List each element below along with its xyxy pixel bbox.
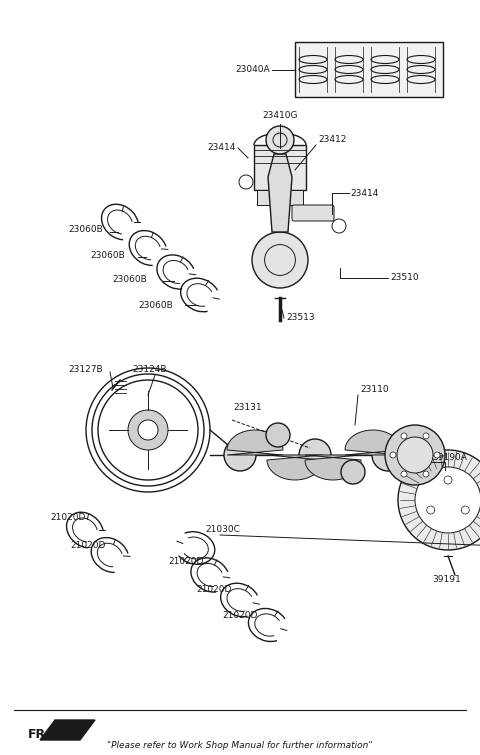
Polygon shape <box>40 720 95 740</box>
Text: 39191: 39191 <box>432 575 461 584</box>
Polygon shape <box>345 430 401 455</box>
Bar <box>295 42 443 97</box>
Text: 23040A: 23040A <box>235 66 270 75</box>
Circle shape <box>252 232 308 288</box>
Circle shape <box>427 506 435 514</box>
Text: 23414: 23414 <box>350 189 378 198</box>
Circle shape <box>272 171 288 187</box>
Text: 23410G: 23410G <box>262 110 298 119</box>
Polygon shape <box>267 455 323 480</box>
Text: 23110: 23110 <box>360 386 389 395</box>
Text: 23412: 23412 <box>318 135 347 144</box>
Circle shape <box>385 425 445 485</box>
Circle shape <box>461 506 469 514</box>
Circle shape <box>266 423 290 447</box>
Bar <box>254 145 306 190</box>
Polygon shape <box>268 154 292 232</box>
FancyBboxPatch shape <box>292 205 334 221</box>
Circle shape <box>401 433 407 439</box>
Circle shape <box>128 410 168 450</box>
Text: 21020D: 21020D <box>168 557 204 566</box>
Text: 23127B: 23127B <box>68 365 103 374</box>
Text: 21020D: 21020D <box>50 513 85 522</box>
Circle shape <box>341 460 365 484</box>
Circle shape <box>444 476 452 484</box>
Circle shape <box>299 439 331 471</box>
Text: 23060B: 23060B <box>68 226 103 235</box>
Polygon shape <box>227 430 283 455</box>
Bar <box>257 190 303 205</box>
Circle shape <box>423 433 429 439</box>
Text: 21020D: 21020D <box>70 541 106 550</box>
Text: 21020D: 21020D <box>222 611 257 620</box>
Circle shape <box>266 126 294 154</box>
Text: "Please refer to Work Shop Manual for further information": "Please refer to Work Shop Manual for fu… <box>107 741 373 750</box>
Text: 23510: 23510 <box>390 273 419 282</box>
Text: 39190A: 39190A <box>432 454 467 463</box>
Text: FR.: FR. <box>28 729 51 741</box>
Text: 23060B: 23060B <box>90 251 125 260</box>
Circle shape <box>390 452 396 458</box>
Circle shape <box>397 437 433 473</box>
Text: 21020D: 21020D <box>196 585 231 594</box>
Circle shape <box>415 467 480 533</box>
Circle shape <box>138 420 158 440</box>
Text: 23060B: 23060B <box>112 276 147 285</box>
Circle shape <box>398 450 480 550</box>
Text: 23513: 23513 <box>286 313 314 322</box>
Text: 23124B: 23124B <box>132 365 167 374</box>
Circle shape <box>224 439 256 471</box>
Circle shape <box>372 439 404 471</box>
Text: 21030C: 21030C <box>205 525 240 535</box>
Polygon shape <box>305 455 361 480</box>
Circle shape <box>423 471 429 477</box>
Circle shape <box>401 471 407 477</box>
Text: 23060B: 23060B <box>138 300 173 310</box>
Text: 23414: 23414 <box>208 143 236 153</box>
Text: 23131: 23131 <box>234 403 262 412</box>
Circle shape <box>434 452 440 458</box>
